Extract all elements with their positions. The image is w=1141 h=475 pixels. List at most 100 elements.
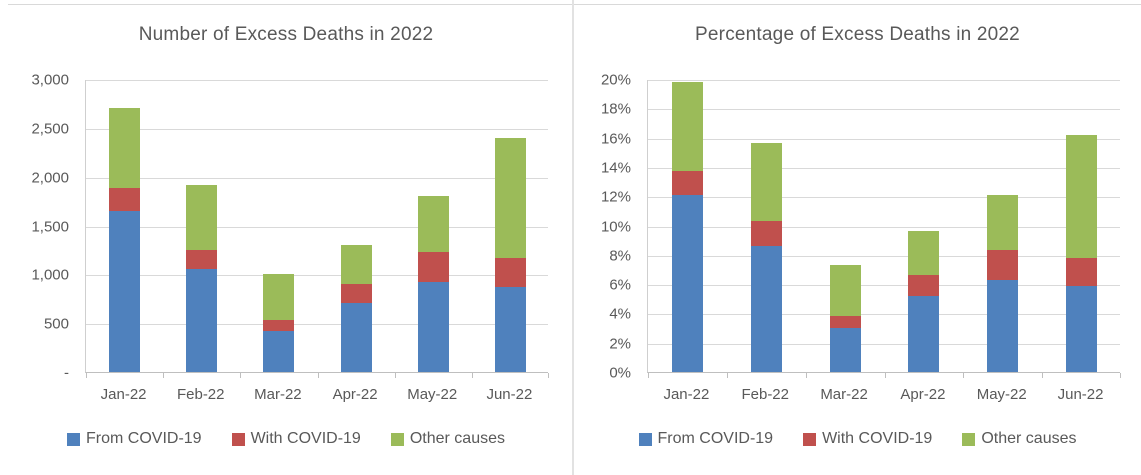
number-chart-panel: Number of Excess Deaths in 2022 - 500 1,00…	[0, 24, 572, 448]
x-tick-label: Jan-22	[100, 386, 147, 403]
y-tick-label: 10%	[600, 218, 631, 235]
x-tick-label: May-22	[407, 386, 458, 403]
bar-segment	[829, 316, 861, 329]
legend-swatch	[638, 432, 652, 446]
legend-label: With COVID-19	[822, 430, 933, 447]
x-axis-tick	[1042, 373, 1044, 378]
x-tick-label: Feb-22	[176, 386, 225, 403]
legend-label: From COVID-19	[657, 430, 774, 447]
bar-segment	[417, 251, 449, 283]
bar-segment	[186, 269, 218, 372]
bar-segment	[186, 249, 218, 270]
x-axis-tick	[548, 373, 549, 378]
bar-segment	[263, 274, 295, 321]
bar-segment	[750, 246, 782, 372]
x-tick-label: Feb-22	[741, 386, 789, 403]
y-tick-label: -	[64, 364, 69, 382]
gridline	[648, 255, 1120, 257]
panel-divider	[572, 0, 574, 475]
y-tick-label: 18%	[600, 100, 631, 118]
bar-segment	[829, 265, 861, 317]
gridline	[648, 167, 1120, 169]
legend-number: From COVID-19 With COVID-19 Other causes	[0, 430, 572, 448]
y-tick-label: 1,000	[31, 266, 69, 284]
percentage-chart-panel: Percentage of Excess Deaths in 2022 0% 2%…	[574, 0, 1141, 475]
legend-item: Other causes	[962, 430, 1076, 448]
y-tick-label: 4%	[609, 305, 631, 323]
x-axis-tick	[963, 373, 965, 378]
x-axis-tick	[240, 373, 242, 378]
gridline	[648, 138, 1120, 140]
y-tick-label: 2%	[609, 335, 631, 353]
legend-swatch	[962, 432, 976, 446]
bar-segment	[494, 257, 526, 288]
y-tick-label: 8%	[609, 247, 631, 265]
x-axis-tick	[394, 373, 396, 378]
bar-segment	[1066, 257, 1098, 286]
gridline	[86, 177, 548, 179]
bar-segment	[109, 108, 141, 189]
legend-item: From COVID-19	[67, 430, 202, 448]
y-tick-label: 500	[43, 315, 69, 333]
gridline	[648, 109, 1120, 111]
y-tick-label: 12%	[600, 188, 631, 206]
bar-segment	[263, 320, 295, 331]
bar-segment	[908, 295, 940, 372]
x-axis-number: Jan-22 Feb-22 Mar-22 Apr-22 May-22 Jun-22	[85, 380, 547, 404]
legend-label: Other causes	[409, 430, 505, 447]
gridline	[86, 324, 548, 326]
bar-segment	[987, 250, 1019, 280]
bar-segment	[987, 279, 1019, 372]
x-tick-label: Mar-22	[254, 386, 302, 403]
gridline	[86, 128, 548, 130]
legend-percentage: From COVID-19 With COVID-19 Other causes	[574, 430, 1141, 448]
bar-segment	[494, 287, 526, 372]
bar-segment	[340, 284, 372, 303]
legend-swatch	[67, 432, 80, 446]
bar-segment	[829, 328, 861, 372]
gridline	[86, 226, 548, 228]
bar-segment	[671, 171, 703, 195]
bar-segment	[340, 245, 372, 285]
bar-segment	[340, 302, 372, 372]
x-tick-label: Mar-22	[820, 386, 868, 403]
x-axis-tick	[805, 373, 807, 378]
x-axis-tick	[884, 373, 886, 378]
bar-segment	[987, 194, 1019, 251]
bar-segment	[908, 231, 940, 276]
legend-label: Other causes	[981, 430, 1077, 447]
bar-segment	[750, 221, 782, 247]
gridline	[648, 285, 1120, 287]
y-axis-percentage: 0% 2% 4% 6% 8% 10% 12% 14% 16% 18% 20%	[574, 72, 639, 382]
legend-item: Other causes	[390, 430, 505, 448]
bar-segment	[109, 210, 141, 372]
x-axis-tick	[1120, 373, 1121, 378]
y-tick-label: 0%	[609, 364, 631, 382]
bar-segment	[186, 185, 218, 250]
plot-area-number	[85, 80, 549, 378]
legend-item: From COVID-19	[638, 430, 774, 448]
bar-segment	[109, 188, 141, 211]
gridline	[648, 343, 1120, 345]
x-tick-label: May-22	[976, 386, 1027, 403]
gridline	[648, 197, 1120, 199]
x-axis-tick	[317, 373, 319, 378]
legend-label: From COVID-19	[86, 430, 202, 447]
x-axis-percentage: Jan-22 Feb-22 Mar-22 Apr-22 May-22 Jun-22	[647, 380, 1119, 404]
y-tick-label: 6%	[609, 276, 631, 294]
x-tick-label: Jan-22	[663, 386, 710, 403]
x-axis-tick	[163, 373, 165, 378]
gridline	[648, 80, 1120, 81]
bar-segment	[494, 137, 526, 258]
legend-swatch	[390, 432, 404, 446]
top-border-line	[8, 4, 1141, 5]
bar-segment	[417, 196, 449, 252]
bar-segment	[263, 330, 295, 372]
x-axis-tick	[726, 373, 728, 378]
bar-segment	[417, 282, 449, 372]
legend-item: With COVID-19	[231, 430, 361, 448]
x-tick-label: Jun-22	[1057, 386, 1104, 403]
y-tick-label: 14%	[600, 159, 631, 177]
x-tick-label: Apr-22	[332, 386, 378, 403]
